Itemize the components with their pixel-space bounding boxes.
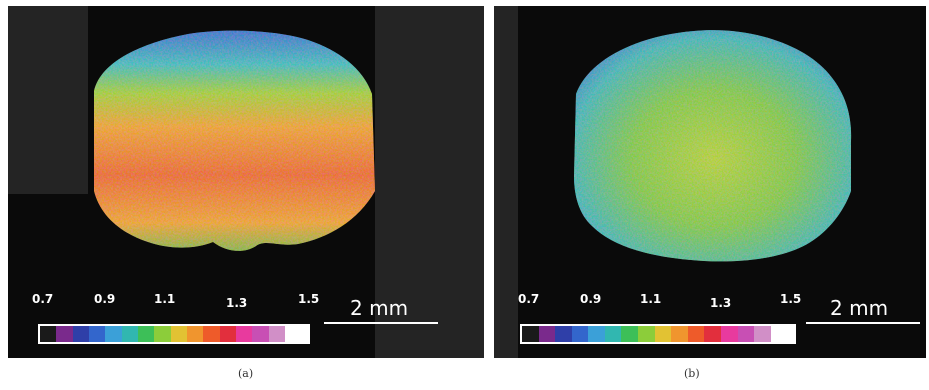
color-swatch [604,326,622,342]
image-panel-b: 0.7 0.9 1.1 1.3 1.5 2 mm [494,6,926,358]
caption-b: (b) [684,367,700,380]
background-shade-right [375,6,484,358]
density-map-a [94,30,375,251]
color-swatch [105,326,122,342]
tick-label: 1.1 [154,292,176,306]
color-swatch [56,326,73,342]
color-swatch [538,326,556,342]
color-swatch [720,326,738,342]
color-swatch [285,326,309,342]
background-shade-left [8,6,88,194]
tick-label: 1.5 [780,292,802,306]
color-scale-bar [520,324,796,344]
color-swatch [219,326,237,342]
color-swatch [671,326,688,342]
color-swatch [268,326,286,342]
image-panel-a: 0.7 0.9 1.1 1.3 1.5 2 mm [8,6,484,358]
color-swatch [571,326,589,342]
color-swatch [138,326,155,342]
scale-bar-line [806,322,920,324]
tick-label: 1.3 [710,296,732,310]
tick-label: 0.9 [580,292,602,306]
color-swatch [154,326,171,342]
color-swatch [704,326,721,342]
tick-label: 0.7 [32,292,54,306]
color-swatch [170,326,188,342]
color-swatch [588,326,605,342]
color-swatch [737,326,755,342]
color-swatch [121,326,139,342]
tick-label: 0.9 [94,292,116,306]
scale-bar-label: 2 mm [350,296,409,320]
color-swatch [654,326,672,342]
color-swatch [754,326,771,342]
color-swatch [252,326,269,342]
tick-label: 1.5 [298,292,320,306]
color-swatch [187,326,204,342]
scale-bar-label: 2 mm [830,296,889,320]
color-swatch [638,326,655,342]
tick-label: 0.7 [518,292,540,306]
color-swatch [89,326,106,342]
color-swatch [72,326,90,342]
color-swatch [522,326,539,342]
color-swatch [770,326,794,342]
color-swatch [555,326,572,342]
color-scale-bar [38,324,310,344]
color-swatch [236,326,253,342]
tick-label: 1.1 [640,292,662,306]
scale-bar-line [324,322,438,324]
color-swatch [40,326,57,342]
background-shade-left [494,6,518,358]
tick-label: 1.3 [226,296,248,310]
density-map-b [574,30,852,262]
color-swatch [621,326,639,342]
caption-a: (a) [238,367,254,380]
color-swatch [203,326,220,342]
color-swatch [687,326,705,342]
